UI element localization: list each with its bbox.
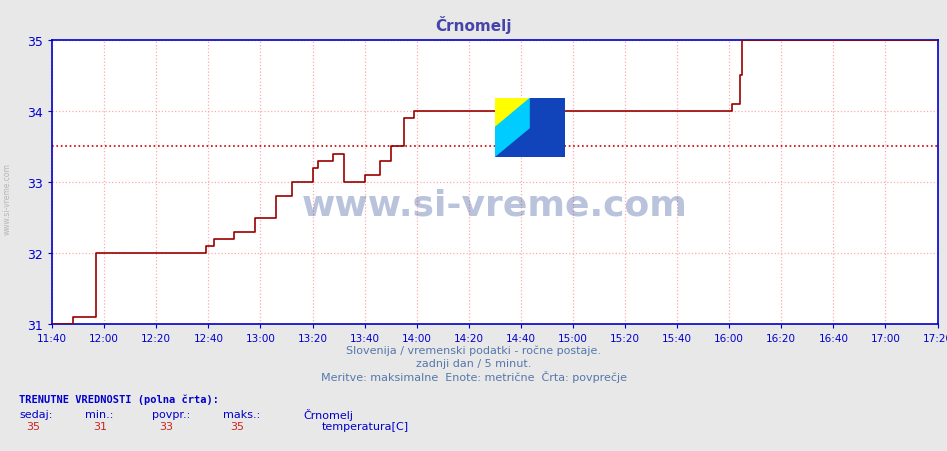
Text: 35: 35 xyxy=(230,421,244,431)
Text: Slovenija / vremenski podatki - ročne postaje.: Slovenija / vremenski podatki - ročne po… xyxy=(346,344,601,355)
Text: TRENUTNE VREDNOSTI (polna črta):: TRENUTNE VREDNOSTI (polna črta): xyxy=(19,394,219,405)
Text: temperatura[C]: temperatura[C] xyxy=(322,421,409,431)
Text: min.:: min.: xyxy=(85,409,114,419)
Text: povpr.:: povpr.: xyxy=(152,409,189,419)
Text: www.si-vreme.com: www.si-vreme.com xyxy=(302,189,688,222)
Text: 35: 35 xyxy=(27,421,41,431)
Text: Črnomelj: Črnomelj xyxy=(436,16,511,34)
Text: maks.:: maks.: xyxy=(223,409,259,419)
Text: Črnomelj: Črnomelj xyxy=(303,408,353,420)
Text: 31: 31 xyxy=(93,421,107,431)
Text: zadnji dan / 5 minut.: zadnji dan / 5 minut. xyxy=(416,358,531,368)
Text: Meritve: maksimalne  Enote: metrične  Črta: povprečje: Meritve: maksimalne Enote: metrične Črta… xyxy=(320,371,627,382)
Text: sedaj:: sedaj: xyxy=(19,409,52,419)
Text: www.si-vreme.com: www.si-vreme.com xyxy=(3,162,12,235)
Text: 33: 33 xyxy=(159,421,173,431)
